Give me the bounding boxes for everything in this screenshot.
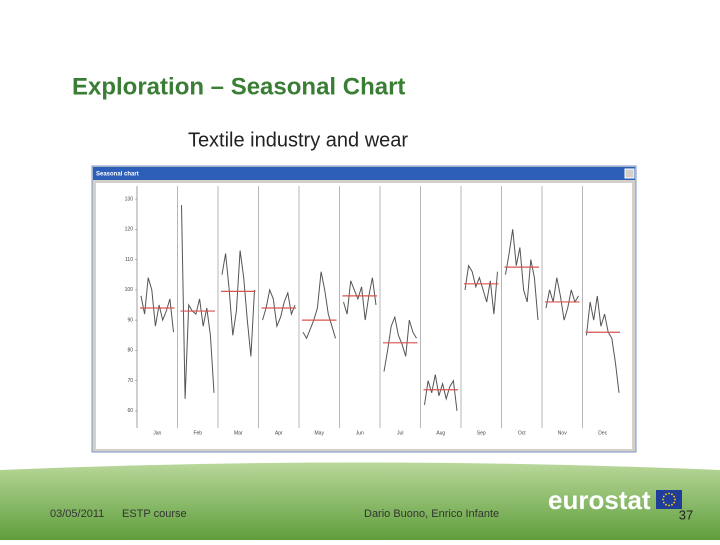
- month-line: [586, 295, 620, 393]
- x-tick-label: Sep: [477, 430, 486, 436]
- x-tick-label: Apr: [275, 430, 283, 436]
- window-title-bar: [93, 167, 635, 180]
- x-tick-label: Jun: [356, 430, 364, 436]
- month-line: [262, 288, 296, 329]
- flag-star: [668, 492, 670, 495]
- y-tick-label: 90: [127, 317, 133, 323]
- footer-date: 03/05/2011: [50, 508, 104, 520]
- x-tick-label: Dec: [598, 430, 607, 436]
- flag-star: [662, 501, 665, 504]
- eu-flag: [656, 490, 682, 509]
- month-line: [221, 250, 255, 357]
- slide-title: Exploration – Seasonal Chart: [72, 73, 405, 100]
- window-title: Seasonal chart: [96, 172, 139, 178]
- flag-star: [674, 498, 676, 501]
- x-tick-label: Oct: [518, 430, 526, 436]
- close-button[interactable]: [624, 168, 635, 179]
- month-line: [343, 277, 377, 321]
- slide-subtitle: Textile industry and wear: [188, 129, 408, 151]
- month-line: [181, 205, 215, 399]
- flag-star: [671, 493, 673, 496]
- y-tick-label: 100: [125, 287, 134, 293]
- x-tick-label: Nov: [558, 430, 567, 436]
- flag-star: [662, 495, 665, 498]
- footer-course: ESTP course: [122, 508, 187, 520]
- y-tick-label: 130: [125, 196, 134, 202]
- plot-background: [96, 183, 632, 449]
- footer-band: [0, 462, 720, 540]
- flag-star: [665, 503, 667, 506]
- x-tick-label: Aug: [436, 430, 445, 436]
- x-tick-label: Jul: [397, 430, 403, 436]
- page-number: 37: [679, 507, 693, 522]
- footer-authors: Dario Buono, Enrico Infante: [364, 508, 499, 520]
- month-line: [140, 277, 174, 333]
- flag-star: [662, 498, 664, 501]
- x-tick-label: Mar: [234, 430, 243, 436]
- flag-star: [668, 504, 670, 507]
- flag-star: [665, 493, 667, 496]
- month-line: [383, 315, 417, 372]
- y-tick-label: 120: [125, 227, 134, 233]
- month-line: [545, 277, 579, 321]
- x-tick-label: May: [315, 430, 325, 436]
- y-tick-label: 80: [127, 348, 133, 354]
- eurostat-logo: eurostat: [548, 485, 651, 515]
- y-tick-label: 70: [127, 378, 133, 384]
- x-tick-label: Feb: [193, 430, 202, 436]
- y-tick-label: 110: [125, 257, 133, 263]
- month-line: [505, 229, 539, 321]
- flag-star: [671, 503, 673, 506]
- x-tick-label: Jan: [153, 430, 161, 436]
- flag-star: [673, 495, 676, 498]
- y-tick-label: 60: [127, 408, 133, 414]
- flag-star: [673, 501, 676, 504]
